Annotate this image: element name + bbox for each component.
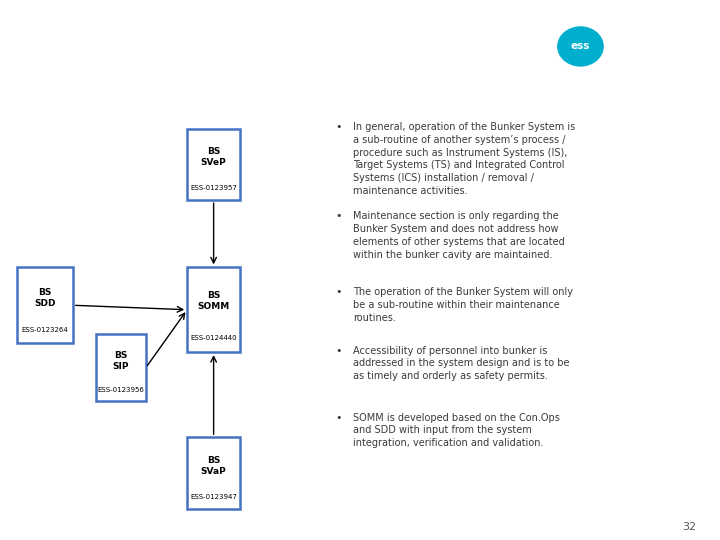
Text: BS
SVaP: BS SVaP (201, 456, 227, 476)
Text: ess: ess (571, 42, 590, 51)
Text: •: • (335, 346, 342, 355)
Text: Bunker System Documentation: Bunker System Documentation (16, 24, 405, 44)
FancyBboxPatch shape (187, 129, 240, 200)
Text: ESS-0124440: ESS-0124440 (190, 335, 237, 341)
Text: BS
SOMM: BS SOMM (197, 291, 230, 311)
Text: BS
SVeP: BS SVeP (201, 147, 227, 167)
Circle shape (557, 25, 605, 68)
Text: The operation of the Bunker System will only
be a sub-routine within their maint: The operation of the Bunker System will … (353, 287, 573, 323)
FancyBboxPatch shape (187, 267, 240, 352)
Text: EUROPEAN: EUROPEAN (618, 26, 652, 31)
Text: SOMM is developed based on the Con.Ops
and SDD with input from the system
integr: SOMM is developed based on the Con.Ops a… (353, 413, 559, 448)
Text: Accessibility of personnel into bunker is
addressed in the system design and is : Accessibility of personnel into bunker i… (353, 346, 570, 381)
Text: ESS-0123957: ESS-0123957 (190, 185, 237, 191)
FancyBboxPatch shape (187, 437, 240, 509)
FancyBboxPatch shape (17, 267, 73, 343)
Text: In general, operation of the Bunker System is
a sub-routine of another system’s : In general, operation of the Bunker Syst… (353, 122, 575, 196)
FancyBboxPatch shape (96, 334, 145, 401)
Text: •: • (335, 413, 342, 423)
Text: SOURCE: SOURCE (618, 62, 643, 66)
Text: BS
SIP: BS SIP (112, 351, 129, 371)
Text: •: • (335, 122, 342, 132)
Text: 32: 32 (682, 522, 696, 532)
Text: Maintenance section is only regarding the
Bunker System and does not address how: Maintenance section is only regarding th… (353, 211, 564, 260)
Text: •: • (335, 287, 342, 298)
Text: •: • (335, 211, 342, 221)
Text: ESS-0124440 - System Operations & Maintenance Manual (SOMM): ESS-0124440 - System Operations & Mainte… (16, 70, 409, 83)
Text: ESS-0123956: ESS-0123956 (97, 387, 144, 393)
Text: ESS-0123264: ESS-0123264 (22, 327, 68, 333)
Text: BS
SDD: BS SDD (34, 288, 55, 308)
Text: SPALLATION: SPALLATION (618, 44, 655, 49)
Text: ESS-0123947: ESS-0123947 (190, 494, 237, 500)
